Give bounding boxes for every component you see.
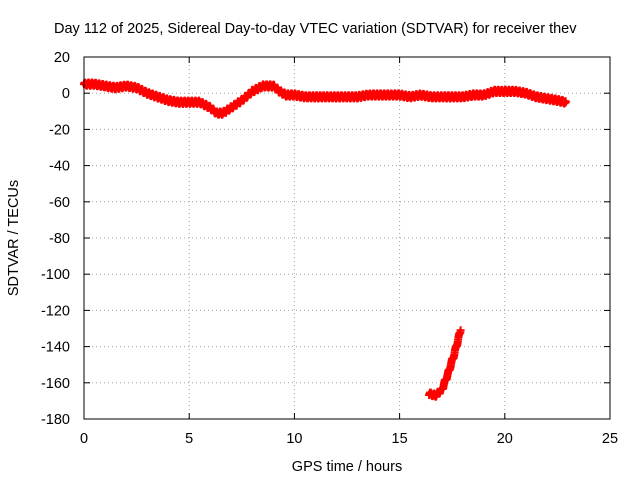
data-point: [145, 91, 149, 95]
chart-title: Day 112 of 2025, Sidereal Day-to-day VTE…: [54, 21, 577, 37]
x-tick-label: 20: [497, 431, 513, 447]
data-point: [471, 93, 475, 97]
y-tick-label: -140: [41, 340, 70, 356]
x-tick-label: 10: [286, 431, 302, 447]
y-tick-label: -40: [49, 159, 70, 175]
x-tick-label: 0: [80, 431, 88, 447]
y-tick-label: -180: [41, 412, 70, 428]
data-point: [446, 372, 450, 376]
data-point: [366, 93, 370, 97]
data-point: [303, 95, 307, 99]
axis-ticks: 0 5 10 15 20 25 20 0 -20 -40 -60 -80 -100 -120 -140 -16…: [41, 50, 618, 447]
data-series: [80, 78, 570, 119]
data-points: [80, 78, 570, 401]
y-tick-label: -120: [41, 303, 70, 319]
data-point: [555, 98, 559, 102]
data-point: [440, 388, 444, 392]
data-point: [334, 95, 338, 99]
data-point: [459, 328, 463, 332]
data-point: [356, 95, 360, 99]
data-series: [425, 326, 465, 401]
y-tick-label: -60: [49, 195, 70, 211]
data-point: [215, 111, 219, 115]
x-tick-label: 25: [602, 431, 618, 447]
data-point: [492, 89, 496, 93]
data-point: [187, 100, 191, 104]
data-point: [271, 84, 275, 88]
data-point: [503, 89, 507, 93]
data-point: [450, 95, 454, 99]
data-point: [534, 95, 538, 99]
plot-frame: [83, 56, 611, 420]
data-point: [482, 93, 486, 97]
data-markers: [80, 78, 570, 119]
data-point: [250, 89, 254, 93]
y-axis-label: SDTVAR / TECUs: [6, 180, 22, 296]
data-point: [324, 95, 328, 99]
data-point: [261, 84, 265, 88]
y-tick-label: -20: [49, 122, 70, 138]
data-point: [427, 392, 431, 396]
data-point: [156, 95, 160, 99]
data-point: [564, 100, 568, 104]
y-tick-label: -160: [41, 376, 70, 392]
data-point: [292, 93, 296, 97]
data-point: [284, 93, 288, 97]
y-tick-label: 0: [62, 86, 70, 102]
data-point: [103, 84, 107, 88]
data-point: [208, 106, 212, 110]
data-point: [377, 93, 381, 97]
data-point: [440, 95, 444, 99]
y-tick-label: 20: [54, 50, 70, 66]
data-point: [398, 93, 402, 97]
data-point: [135, 86, 139, 90]
grid-lines: [84, 57, 610, 419]
data-point: [545, 97, 549, 101]
data-point: [198, 100, 202, 104]
data-point: [221, 111, 225, 115]
data-point: [408, 95, 412, 99]
data-point: [433, 393, 437, 397]
data-point: [278, 89, 282, 93]
x-tick-label: 15: [392, 431, 408, 447]
data-point: [229, 106, 233, 110]
y-tick-label: -100: [41, 267, 70, 283]
data-point: [114, 86, 118, 90]
data-point: [387, 93, 391, 97]
data-point: [240, 98, 244, 102]
data-point: [452, 352, 456, 356]
data-point: [93, 82, 97, 86]
data-point: [461, 95, 465, 99]
data-markers: [425, 326, 465, 401]
data-point: [345, 95, 349, 99]
data-point: [524, 91, 528, 95]
data-point: [177, 100, 181, 104]
y-tick-label: -80: [49, 231, 70, 247]
data-point: [513, 89, 517, 93]
data-point: [429, 95, 433, 99]
data-point: [313, 95, 317, 99]
data-point: [419, 93, 423, 97]
x-axis-label: GPS time / hours: [292, 459, 402, 475]
data-point: [166, 98, 170, 102]
data-point: [124, 84, 128, 88]
x-tick-label: 5: [185, 431, 193, 447]
